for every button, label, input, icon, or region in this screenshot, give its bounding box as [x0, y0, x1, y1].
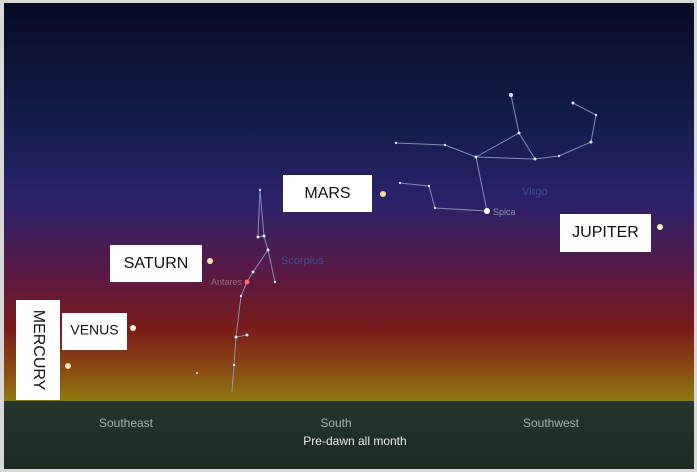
caption: Pre-dawn all month — [303, 434, 406, 448]
planet-mercury: MERCURY — [16, 300, 71, 400]
direction-label: Southwest — [523, 416, 580, 430]
planet-label: VENUS — [70, 322, 118, 338]
planet-label: JUPITER — [572, 224, 639, 241]
planet-label: MARS — [304, 185, 350, 202]
direction-label: Southeast — [99, 416, 154, 430]
planet-mars: MARS — [283, 175, 386, 212]
star-name: Spica — [493, 207, 516, 217]
virgo-stars — [394, 93, 598, 214]
ground — [4, 401, 694, 469]
direction-label: South — [320, 416, 351, 430]
planet-venus: VENUS — [62, 313, 136, 350]
star-name: Antares — [211, 277, 243, 287]
planet-saturn: SATURN — [110, 245, 213, 282]
planet-label: SATURN — [124, 255, 189, 272]
scorpius-stars — [196, 188, 277, 374]
planet-jupiter: JUPITER — [560, 214, 663, 252]
planet-label: MERCURY — [30, 310, 47, 391]
constellation-name: Scorpius — [281, 255, 324, 267]
constellation-name: Virgo — [522, 186, 547, 198]
